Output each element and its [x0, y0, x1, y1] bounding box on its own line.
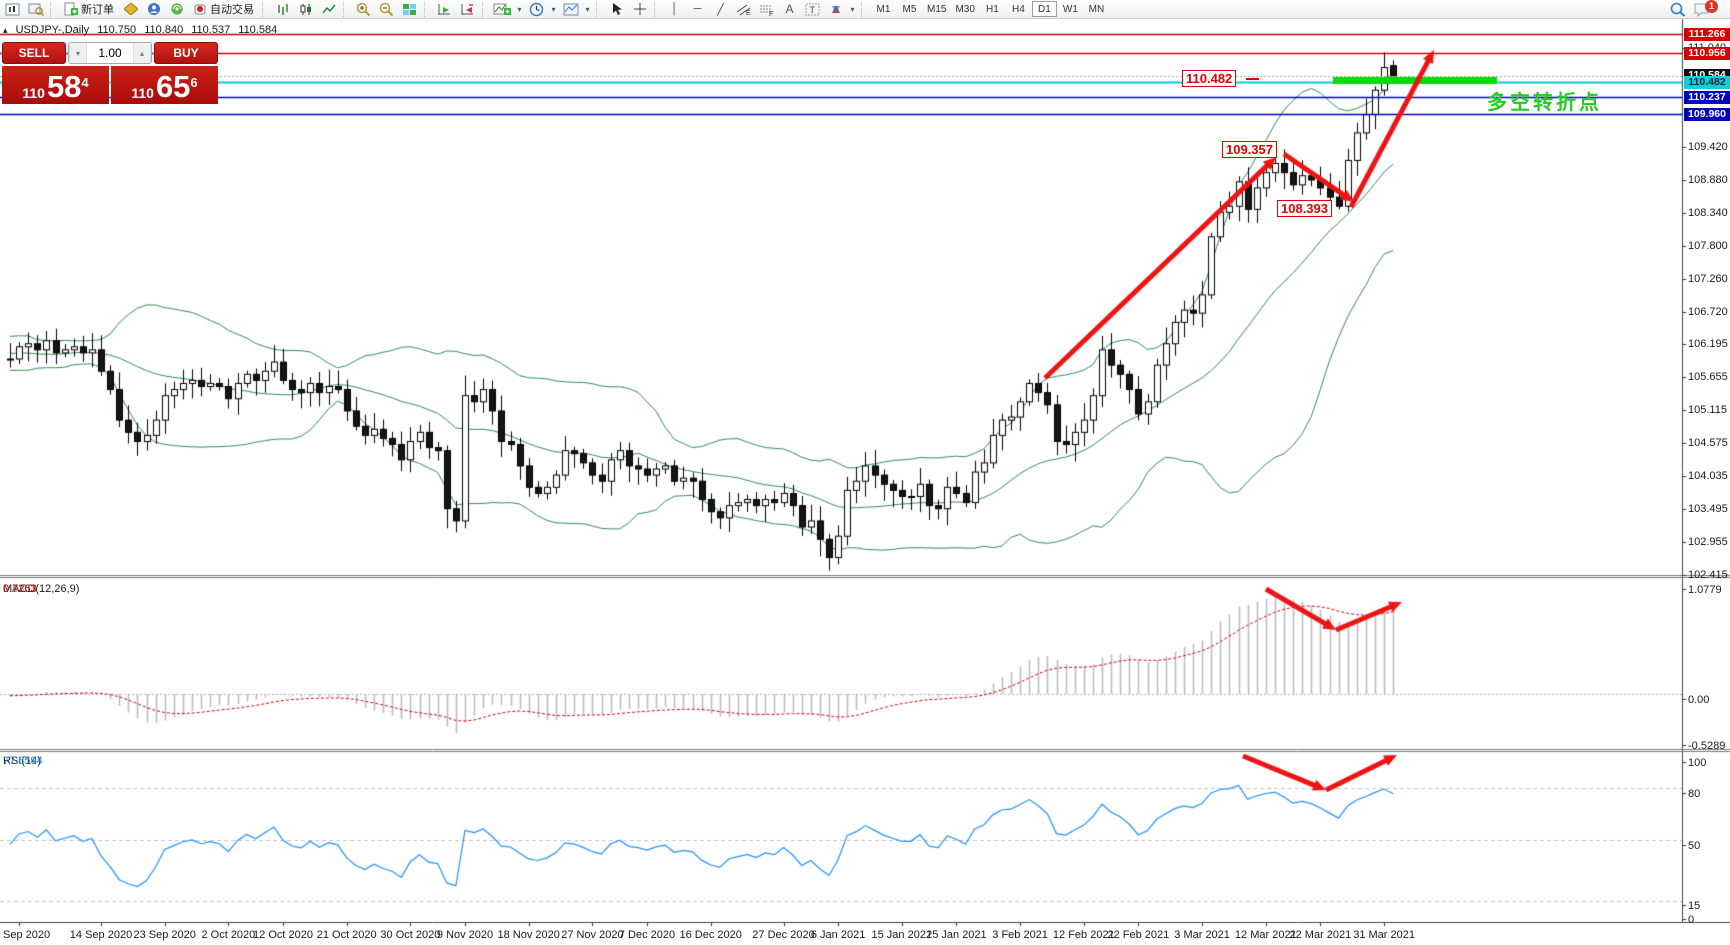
- zoom-out-icon[interactable]: [376, 1, 397, 18]
- zoom-in-icon[interactable]: [353, 1, 374, 18]
- tile-windows-icon[interactable]: [399, 1, 420, 18]
- chevron-down-icon[interactable]: ▾: [551, 4, 556, 14]
- volume-up-button[interactable]: ▴: [133, 43, 151, 63]
- timeframe-group: M1 M5 M15 M30 H1 H4 D1 W1 MN: [871, 1, 1109, 17]
- chat-icon[interactable]: 1: [1694, 0, 1724, 18]
- candlestick-chart-icon[interactable]: [295, 1, 316, 18]
- new-order-label: 新订单: [81, 4, 114, 16]
- buy-price-tile[interactable]: 110 65 6: [111, 66, 218, 104]
- toolbar-separator: [424, 1, 430, 17]
- horizontal-line-tool-icon[interactable]: ─: [693, 3, 702, 15]
- chevron-down-icon[interactable]: ▾: [517, 4, 522, 14]
- toolbar: 新订单 自动交易 ▾ ▾ ▾ │ ─ ╱ E F A: [0, 0, 1730, 19]
- sell-price-tile[interactable]: 110 58 4: [2, 66, 109, 104]
- close-value: 110.584: [238, 24, 278, 36]
- periods-button[interactable]: [526, 1, 547, 18]
- autotrading-icon: [193, 2, 207, 16]
- volume-down-button[interactable]: ▾: [69, 43, 87, 63]
- metaeditor-icon[interactable]: [120, 1, 141, 18]
- autotrading-button[interactable]: 自动交易: [189, 1, 258, 18]
- toolbar-right-group: 1: [1667, 0, 1728, 18]
- timeframe-button-M15[interactable]: M15: [923, 1, 950, 17]
- sell-price-pip: 4: [81, 75, 89, 90]
- timeframe-button-H4[interactable]: H4: [1006, 1, 1031, 17]
- timeframe-button-W1[interactable]: W1: [1058, 1, 1083, 17]
- indicators-button[interactable]: [492, 1, 513, 18]
- bar-chart-icon[interactable]: [272, 1, 293, 18]
- volume-input[interactable]: [87, 43, 133, 63]
- buy-price-base: 110: [131, 85, 154, 101]
- chevron-down-icon[interactable]: ▾: [585, 4, 590, 14]
- volume-stepper: ▾ ▴: [68, 42, 152, 64]
- trendline-tool-icon[interactable]: ╱: [717, 3, 724, 16]
- new-chart-icon[interactable]: [2, 1, 23, 18]
- line-chart-icon[interactable]: [318, 1, 339, 18]
- toolbar-separator: [343, 1, 349, 17]
- toolbar-separator: [861, 1, 867, 17]
- svg-text:T: T: [810, 5, 816, 15]
- arrows-tool-icon[interactable]: [825, 1, 846, 18]
- mql5-community-icon[interactable]: [143, 1, 164, 18]
- timeframe-button-M1[interactable]: M1: [871, 1, 896, 17]
- new-order-button[interactable]: 新订单: [60, 1, 118, 18]
- sell-price-main: 58: [46, 69, 82, 104]
- open-value: 110.750: [97, 24, 137, 36]
- buy-price-main: 65: [155, 69, 191, 104]
- channel-tool-icon[interactable]: E: [733, 1, 754, 18]
- toolbar-separator: [654, 1, 660, 17]
- new-order-icon: [64, 2, 78, 16]
- fibonacci-tool-icon[interactable]: F: [756, 1, 777, 18]
- chevron-down-icon[interactable]: ▾: [850, 4, 855, 14]
- toolbar-separator: [262, 1, 268, 17]
- buy-price-pip: 6: [190, 75, 198, 90]
- toolbar-separator: [482, 1, 488, 17]
- sell-button[interactable]: SELL: [2, 42, 66, 64]
- text-tool-icon[interactable]: A: [785, 2, 794, 16]
- vertical-line-tool-icon[interactable]: │: [671, 3, 678, 15]
- crosshair-icon[interactable]: [629, 1, 650, 18]
- chart-shift-icon[interactable]: [457, 1, 478, 18]
- templates-button[interactable]: [560, 1, 581, 18]
- cursor-icon[interactable]: [606, 1, 627, 18]
- chart-title: ▴ USDJPY-,Daily 110.750 110.840 110.537 …: [3, 24, 282, 36]
- signals-icon[interactable]: [166, 1, 187, 18]
- symbol-label: USDJPY-,Daily: [15, 24, 90, 36]
- svg-text:E: E: [746, 10, 751, 16]
- ohlc-toggle-icon[interactable]: ▴: [3, 25, 8, 35]
- search-icon[interactable]: [1667, 1, 1688, 18]
- sell-price-base: 110: [22, 85, 45, 101]
- timeframe-button-M5[interactable]: M5: [897, 1, 922, 17]
- timeframe-button-M30[interactable]: M30: [951, 1, 978, 17]
- autotrading-label: 自动交易: [210, 4, 254, 16]
- toolbar-separator: [50, 1, 56, 17]
- timeframe-button-D1[interactable]: D1: [1031, 1, 1057, 17]
- timeframe-button-MN[interactable]: MN: [1084, 1, 1109, 17]
- low-value: 110.537: [191, 24, 231, 36]
- notification-badge: 1: [1705, 0, 1718, 13]
- label-tool-icon[interactable]: T: [802, 1, 823, 18]
- profiles-icon[interactable]: [25, 1, 46, 18]
- timeframe-button-H1[interactable]: H1: [980, 1, 1005, 17]
- high-value: 110.840: [144, 24, 184, 36]
- toolbar-separator: [596, 1, 602, 17]
- buy-button[interactable]: BUY: [154, 42, 218, 64]
- auto-scroll-icon[interactable]: [434, 1, 455, 18]
- svg-text:F: F: [769, 11, 773, 16]
